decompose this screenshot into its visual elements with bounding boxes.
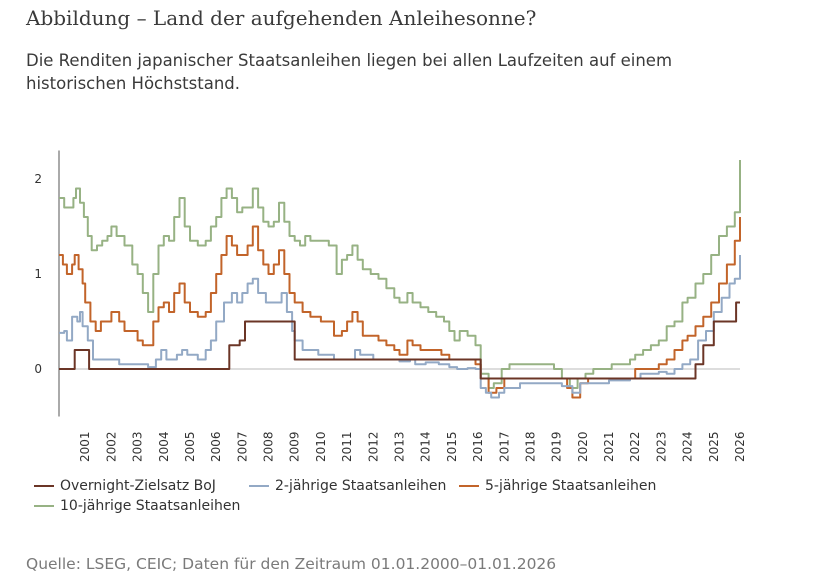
- y-tick-label: 0: [34, 362, 42, 376]
- x-tick-label: 2019: [550, 431, 564, 462]
- y-tick-label: 2: [34, 172, 42, 186]
- legend-swatch: [249, 485, 269, 487]
- legend-entry: 5-jährige Staatsanleihen: [459, 478, 656, 494]
- source-note: Quelle: LSEG, CEIC; Daten für den Zeitra…: [26, 555, 557, 573]
- x-tick-label: 2009: [288, 431, 302, 462]
- line-chart: 0 1 2 2001 2002 2003 2004 2005 2006 2007 2008 2009 2…: [34, 150, 747, 462]
- x-tick-label: 2010: [314, 431, 328, 462]
- x-tick-label: 2023: [654, 431, 668, 462]
- x-tick-label: 2008: [262, 431, 276, 462]
- x-tick-label: 2004: [157, 431, 171, 462]
- series-line-2: [59, 255, 741, 399]
- x-tick-label: 2007: [235, 431, 249, 462]
- x-tick-label: 2003: [131, 431, 145, 462]
- page-subtitle: Die Renditen japanischer Staatsanleihen …: [26, 51, 673, 93]
- x-tick-label: 2011: [340, 431, 354, 462]
- x-tick-label: 2006: [209, 431, 223, 462]
- legend-label: 2-jährige Staatsanleihen: [275, 478, 447, 494]
- legend-label: Overnight-Zielsatz BoJ: [60, 478, 216, 494]
- page-title: Abbildung – Land der aufgehenden Anleihe…: [26, 6, 537, 30]
- x-tick-label: 2014: [419, 431, 433, 462]
- x-tick-label: 2012: [366, 431, 380, 462]
- x-tick-label: 2013: [393, 431, 407, 462]
- legend-swatch: [459, 485, 479, 487]
- y-tick-label: 1: [34, 267, 42, 281]
- x-tick-label: 2026: [733, 431, 747, 462]
- series-line-3: [59, 217, 741, 399]
- x-tick-label: 2025: [707, 431, 721, 462]
- x-tick-label: 2005: [183, 431, 197, 462]
- x-tick-label: 2022: [628, 431, 642, 462]
- series-line-1: [59, 301, 740, 380]
- legend-label: 10-jährige Staatsanleihen: [60, 498, 241, 514]
- legend-entry: 2-jährige Staatsanleihen: [249, 478, 446, 494]
- x-tick-label: 2016: [471, 431, 485, 462]
- legend-entry: Overnight-Zielsatz BoJ: [34, 478, 216, 494]
- x-tick-label: 2020: [576, 431, 590, 462]
- series-line-4: [59, 160, 741, 389]
- x-tick-label: 2017: [497, 431, 511, 462]
- legend-entry: 10-jährige Staatsanleihen: [34, 498, 240, 514]
- x-tick-label: 2001: [78, 431, 92, 462]
- x-tick-label: 2018: [523, 431, 537, 462]
- legend-label: 5-jährige Staatsanleihen: [485, 478, 657, 494]
- x-tick-label: 2015: [445, 431, 459, 462]
- legend-swatch: [34, 485, 54, 487]
- x-tick-label: 2024: [681, 431, 695, 462]
- x-tick-label: 2002: [104, 431, 118, 462]
- legend-swatch: [34, 505, 54, 507]
- x-tick-label: 2021: [602, 431, 616, 462]
